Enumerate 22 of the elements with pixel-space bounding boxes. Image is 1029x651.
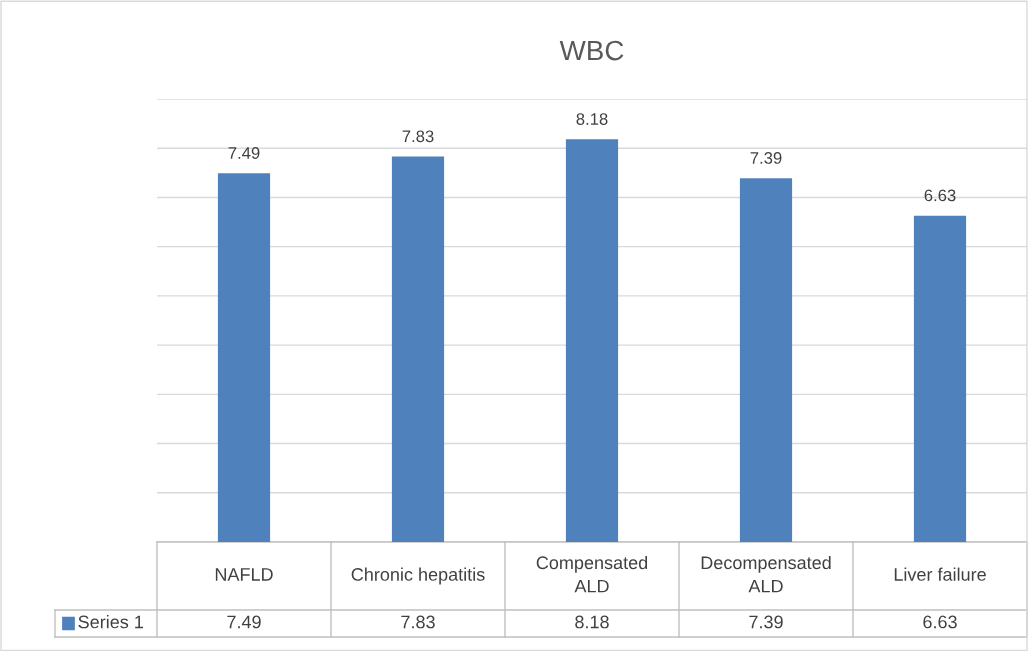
data-label: 7.83: [402, 130, 434, 143]
x-tick-label: Compensated ALD: [536, 555, 648, 593]
x-tick-label: Chronic hepatitis: [351, 567, 485, 585]
data-label: 7.49: [228, 147, 260, 159]
text: 7.49: [227, 615, 261, 629]
data-label: 7.39: [750, 152, 782, 164]
x-tick-label: NAFLD: [215, 568, 273, 581]
x-tick-label: Liver failure: [894, 567, 986, 581]
bar: [391, 156, 445, 542]
bar: [565, 139, 619, 542]
data-label: 6.63: [924, 189, 956, 202]
chart-title: WBC: [559, 40, 624, 61]
legend-label: Series 1: [78, 615, 143, 629]
bar: [739, 178, 793, 542]
data-label: 8.18: [576, 113, 608, 125]
text: 6.63: [923, 615, 957, 629]
text: 8.18: [575, 615, 609, 629]
bar: [217, 173, 271, 542]
bar: [913, 215, 967, 542]
x-tick-label: Decompensated ALD: [701, 555, 831, 593]
text: 7.39: [749, 615, 783, 629]
text: 7.83: [401, 615, 435, 629]
